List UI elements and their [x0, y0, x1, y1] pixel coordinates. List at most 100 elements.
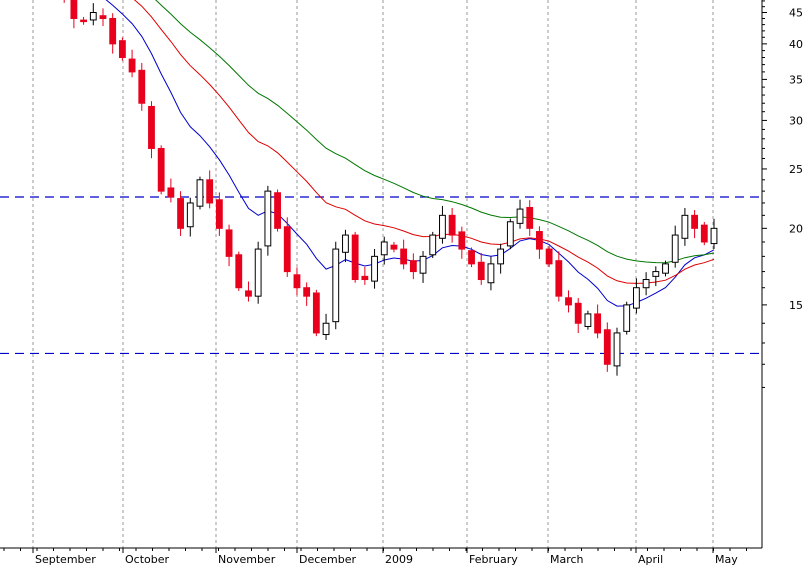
candle-body — [322, 322, 330, 336]
candle — [274, 189, 281, 232]
candle — [691, 210, 699, 239]
candle-body — [516, 208, 524, 224]
candle — [118, 37, 126, 61]
candle-body — [633, 287, 640, 309]
candle-body — [361, 275, 369, 281]
candle — [177, 191, 184, 236]
candle — [409, 253, 417, 280]
x-tick-label: March — [550, 553, 584, 565]
candle — [710, 218, 718, 249]
y-tick-label: 35 — [789, 73, 803, 86]
candle — [429, 231, 437, 258]
candle — [264, 185, 272, 256]
candle — [361, 266, 369, 285]
candle-body — [371, 255, 378, 282]
candle-body — [167, 187, 175, 198]
candle-body — [70, 0, 78, 19]
candle-body — [196, 179, 204, 207]
candle — [225, 224, 233, 267]
candle — [468, 247, 475, 268]
candle-body — [303, 287, 311, 297]
candle-body — [603, 329, 611, 365]
candle-body — [419, 255, 427, 274]
candle-body — [458, 231, 466, 250]
candle — [613, 327, 621, 376]
candle — [681, 207, 689, 246]
x-tick-label: November — [218, 553, 276, 565]
candle — [138, 62, 146, 111]
candle-body — [177, 198, 184, 229]
candle — [109, 13, 117, 54]
candles — [63, 0, 718, 376]
candle-body — [642, 279, 650, 289]
candle-body — [157, 147, 165, 192]
candle-body — [594, 313, 602, 334]
candle-body — [254, 248, 262, 297]
candle-body — [652, 271, 660, 277]
candle-body — [312, 292, 320, 334]
candle — [526, 200, 534, 236]
candle-body — [681, 214, 689, 239]
x-tick-label: 2009 — [385, 553, 413, 565]
candle — [516, 199, 524, 229]
candle-body — [186, 202, 194, 228]
candle-body — [206, 179, 214, 204]
candle-body — [468, 250, 475, 265]
candle-body — [293, 274, 301, 289]
candle — [487, 256, 495, 291]
candle — [700, 221, 708, 246]
y-tick-label: 25 — [789, 163, 803, 176]
candle-body — [691, 214, 699, 229]
candle — [652, 266, 660, 287]
x-axis-ticks: September October November December 2009 Febr… — [3, 548, 747, 566]
candle-body — [710, 227, 718, 245]
candle — [322, 313, 330, 340]
candle — [371, 249, 378, 289]
candle — [70, 0, 78, 29]
candle — [662, 260, 669, 277]
candle — [215, 192, 223, 236]
candle — [574, 298, 582, 334]
candle — [303, 282, 311, 306]
candle-body — [400, 248, 408, 265]
candle-body — [448, 214, 456, 236]
y-tick-label: 45 — [789, 7, 803, 20]
candle — [390, 242, 398, 253]
candle — [584, 310, 592, 330]
candle-body — [545, 248, 553, 265]
candle — [196, 176, 204, 210]
candle — [128, 49, 136, 78]
candle-body — [245, 290, 252, 297]
candle — [380, 236, 388, 265]
candle-body — [138, 69, 146, 104]
candle — [448, 207, 456, 243]
month-grid — [32, 0, 714, 548]
candle-body — [613, 332, 621, 367]
y-tick-label: 20 — [789, 222, 803, 235]
candle-body — [700, 224, 708, 243]
moving-averages — [105, 0, 715, 307]
candle — [439, 205, 446, 244]
candle-body — [390, 244, 398, 250]
candle-body — [118, 40, 126, 59]
candle-body — [235, 254, 243, 289]
candle — [312, 289, 320, 337]
candle — [633, 278, 640, 314]
candle-body — [477, 261, 485, 281]
candle — [186, 197, 194, 237]
candle — [245, 281, 252, 302]
candle-body — [584, 313, 592, 327]
candle — [477, 252, 485, 285]
candle — [565, 290, 572, 313]
candle — [167, 178, 175, 203]
reference-lines — [0, 196, 762, 355]
y-tick-label: 40 — [789, 38, 803, 51]
moving-average-mid — [133, 0, 715, 284]
candle — [458, 226, 466, 259]
candle — [332, 241, 340, 330]
x-tick-label: September — [35, 553, 96, 565]
candle-body — [89, 12, 97, 21]
candle-body — [555, 260, 563, 297]
candle-body — [429, 234, 437, 256]
candle-body — [109, 17, 117, 45]
